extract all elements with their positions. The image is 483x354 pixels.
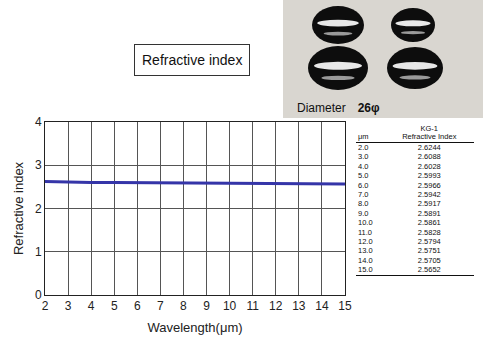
- html-text:2.5993: 2.5993: [417, 171, 441, 181]
- svg-text:12: 12: [269, 299, 283, 313]
- svg-text:14: 14: [315, 299, 329, 313]
- svg-text:0: 0: [35, 288, 42, 302]
- svg-text:3: 3: [35, 158, 42, 172]
- svg-text:Refractive index: Refractive index: [142, 52, 242, 68]
- html-text:μm: μm: [358, 132, 369, 141]
- svg-text:7: 7: [157, 299, 164, 313]
- html-text:2.5751: 2.5751: [417, 246, 441, 256]
- html-text:13.0: 13.0: [358, 246, 373, 256]
- html-text:2.5828: 2.5828: [417, 227, 441, 237]
- html-text:14.0: 14.0: [358, 255, 373, 265]
- html-text:3.0: 3.0: [358, 152, 369, 162]
- html-text:26φ: 26φ: [357, 101, 380, 115]
- html-text:2.5652: 2.5652: [417, 265, 441, 275]
- html-text:2.6028: 2.6028: [417, 161, 441, 171]
- svg-text:11: 11: [246, 299, 259, 313]
- html-text:5.0: 5.0: [358, 171, 369, 181]
- svg-text:8: 8: [180, 299, 187, 313]
- svg-text:4: 4: [35, 115, 42, 129]
- svg-text:3: 3: [65, 299, 72, 313]
- svg-text:1: 1: [35, 245, 42, 259]
- svg-text:2: 2: [42, 299, 49, 313]
- html-text:Diameter: Diameter: [297, 101, 346, 115]
- html-text:6.0: 6.0: [358, 180, 369, 190]
- html-text:2.5966: 2.5966: [417, 180, 441, 190]
- svg-text:4: 4: [88, 299, 95, 313]
- html-text:2.0: 2.0: [358, 143, 369, 152]
- html-text:2.5942: 2.5942: [417, 190, 441, 199]
- html-text:Refractive Index: Refractive Index: [402, 132, 457, 141]
- svg-text:9: 9: [203, 299, 210, 313]
- html-text:2.6244: 2.6244: [417, 143, 441, 152]
- html-text:2.5705: 2.5705: [417, 255, 441, 265]
- svg-text:Refractive index: Refractive index: [11, 161, 26, 255]
- svg-text:10: 10: [223, 299, 237, 313]
- html-text:15.0: 15.0: [358, 265, 373, 275]
- html-text:4.0: 4.0: [358, 161, 369, 171]
- html-text:11.0: 11.0: [358, 227, 372, 237]
- svg-text:2: 2: [35, 202, 42, 216]
- svg-text:5: 5: [111, 299, 118, 313]
- svg-text:Wavelength(μm): Wavelength(μm): [147, 320, 242, 335]
- html-text:9.0: 9.0: [358, 208, 369, 218]
- svg-text:15: 15: [338, 299, 352, 313]
- html-text:12.0: 12.0: [358, 237, 373, 247]
- html-text:2.5794: 2.5794: [417, 237, 441, 247]
- svg-text:13: 13: [292, 299, 306, 313]
- html-text:7.0: 7.0: [358, 190, 369, 199]
- svg-text:6: 6: [134, 299, 141, 313]
- html-text:10.0: 10.0: [358, 218, 373, 228]
- html-text:2.5861: 2.5861: [417, 218, 441, 228]
- html-text:2.5917: 2.5917: [417, 199, 441, 209]
- html-text:KG-1: KG-1: [420, 124, 438, 133]
- html-text:2.5891: 2.5891: [417, 208, 441, 218]
- html-text:2.6088: 2.6088: [417, 152, 441, 162]
- html-text:8.0: 8.0: [358, 199, 369, 209]
